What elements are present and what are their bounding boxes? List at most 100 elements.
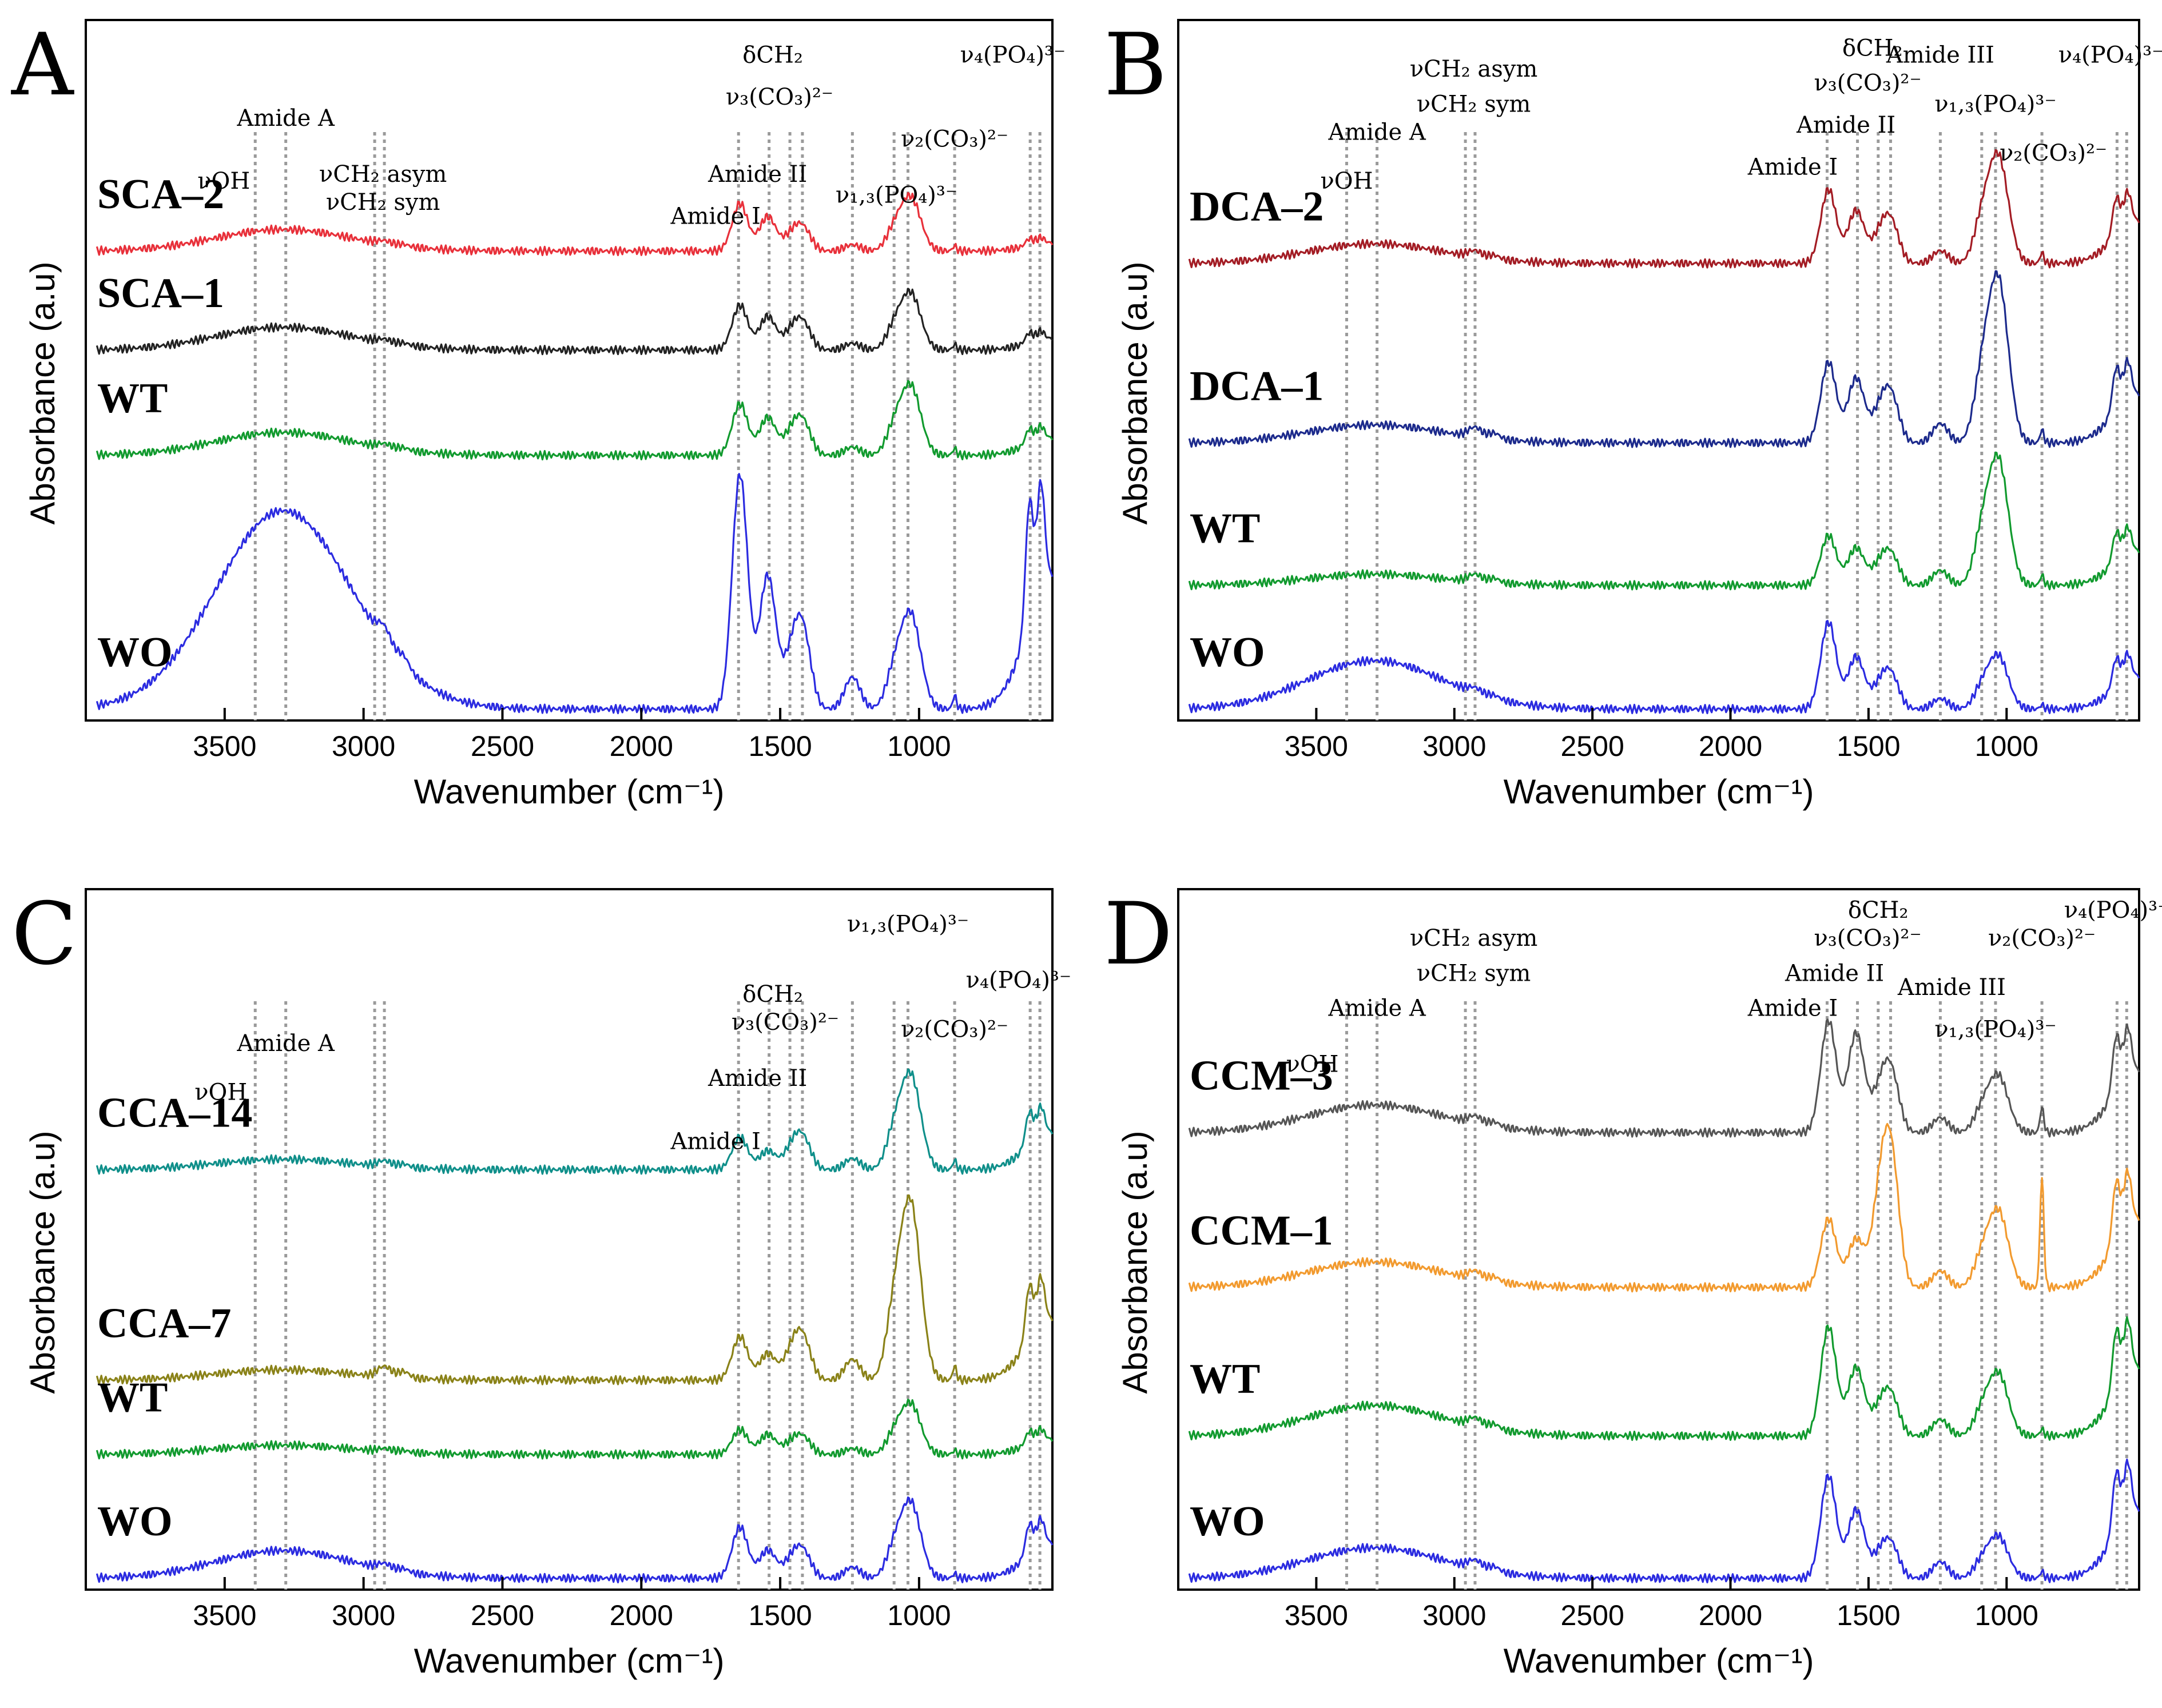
x-tick-label: 3500: [193, 730, 256, 762]
band-label-ch-asym: νCH₂ asym: [319, 161, 447, 188]
x-tick-label: 2500: [471, 1599, 534, 1631]
x-tick-label: 3500: [1285, 1599, 1348, 1631]
y-axis-title: Absorbance (a.u): [23, 261, 62, 524]
band-label-oh: νOH: [1286, 1052, 1338, 1078]
spectrum-dca-1: [1188, 270, 2140, 448]
panel-letter-d: D: [1104, 885, 1173, 984]
band-label-amide-a: Amide A: [1328, 996, 1426, 1022]
band-label-ch: δCH₂: [742, 981, 803, 1008]
band-label-amide-ii: Amide II: [1796, 112, 1895, 138]
band-label-amide-ii: Amide II: [1785, 960, 1884, 986]
band-label-ch: δCH₂: [1842, 35, 1903, 61]
spectrum-wo: [96, 473, 1054, 714]
band-label-po: ν₁,₃(PO₄)³⁻: [1934, 1016, 2056, 1042]
band-label-amide-i: Amide I: [670, 1128, 761, 1154]
band-label-ch-sym: νCH₂ sym: [326, 189, 440, 216]
x-tick-label: 1500: [748, 730, 812, 762]
x-tick-label: 3500: [193, 1599, 256, 1631]
x-axis-title: Wavenumber (cm⁻¹): [414, 1642, 725, 1680]
x-axis-title: Wavenumber (cm⁻¹): [1504, 1642, 1814, 1680]
spectrum-wo: [1188, 1458, 2140, 1583]
x-tick-label: 2500: [1561, 730, 1624, 762]
panel-letter-c: C: [11, 885, 77, 984]
x-tick-label: 2000: [610, 730, 673, 762]
band-label-oh: νOH: [1320, 168, 1373, 194]
band-label-po: ν₄(PO₄)³⁻: [966, 968, 1071, 994]
band-label-amide-a: Amide A: [236, 105, 335, 132]
x-tick-label: 3500: [1285, 730, 1348, 762]
x-tick-label: 2500: [471, 730, 534, 762]
band-label-amide-i: Amide I: [670, 203, 761, 229]
x-tick-label: 2500: [1561, 1599, 1624, 1631]
spectrum-cca-14: [96, 1068, 1054, 1175]
band-label-co: ν₂(CO₃)²⁻: [901, 1016, 1008, 1042]
band-label-ch-asym: νCH₂ asym: [1410, 56, 1537, 82]
spectrum-wt: [96, 1398, 1054, 1460]
x-axis-title: Wavenumber (cm⁻¹): [1504, 773, 1814, 811]
band-label-amide-iii: Amide III: [1897, 974, 2006, 1001]
band-label-co: ν₂(CO₃)²⁻: [901, 126, 1008, 153]
series-label-sca-1: SCA–1: [97, 270, 224, 317]
band-label-amide-a: Amide A: [1328, 119, 1426, 145]
band-label-ch-asym: νCH₂ asym: [1410, 925, 1537, 951]
series-label-cca-7: CCA–7: [97, 1300, 231, 1347]
band-label-amide-a: Amide A: [236, 1030, 335, 1057]
band-label-amide-i: Amide I: [1747, 154, 1838, 181]
spectrum-dca-2: [1188, 149, 2140, 269]
band-label-oh: νOH: [194, 1080, 247, 1106]
band-label-co: ν₂(CO₃)²⁻: [2000, 140, 2107, 166]
y-axis-title: Absorbance (a.u): [23, 1130, 62, 1394]
x-tick-label: 2000: [1699, 1599, 1762, 1631]
series-label-dca-2: DCA–2: [1190, 184, 1324, 230]
spectrum-cca-7: [96, 1194, 1054, 1385]
band-label-po: ν₁,₃(PO₄)³⁻: [836, 182, 957, 209]
series-label-wt: WT: [1190, 1356, 1260, 1403]
band-label-po: ν₄(PO₄)³⁻: [2058, 42, 2162, 69]
x-tick-label: 1500: [748, 1599, 812, 1631]
band-label-co: ν₃(CO₃)²⁻: [732, 1009, 839, 1036]
x-tick-label: 3000: [1422, 730, 1486, 762]
band-label-co: ν₃(CO₃)²⁻: [726, 84, 833, 110]
x-tick-label: 3000: [332, 730, 395, 762]
series-label-wo: WO: [1190, 629, 1265, 676]
series-label-wt: WT: [1190, 505, 1260, 552]
series-label-wt: WT: [97, 375, 168, 422]
series-label-wo: WO: [97, 629, 173, 676]
x-tick-label: 3000: [332, 1599, 395, 1631]
x-tick-label: 1000: [887, 1599, 951, 1631]
spectrum-sca-1: [96, 288, 1054, 356]
panel-letter-b: B: [1104, 15, 1167, 115]
band-label-amide-ii: Amide II: [708, 161, 807, 188]
y-axis-title: Absorbance (a.u): [1116, 1130, 1154, 1394]
band-label-po: ν₁,₃(PO₄)³⁻: [1934, 91, 2056, 117]
spectrum-wt: [1188, 451, 2140, 591]
band-label-po: ν₄(PO₄)³⁻: [2064, 897, 2162, 923]
x-tick-label: 1000: [1975, 730, 2038, 762]
spectrum-wo: [96, 1496, 1054, 1583]
band-label-ch: δCH₂: [742, 42, 803, 69]
series-label-cca-14: CCA–14: [97, 1090, 252, 1137]
panel-letter-a: A: [11, 15, 74, 115]
series-label-wo: WO: [1190, 1498, 1265, 1545]
x-tick-label: 1000: [1975, 1599, 2038, 1631]
y-axis-title: Absorbance (a.u): [1116, 261, 1154, 524]
plot-frame: [85, 19, 1054, 722]
plot-frame: [85, 888, 1054, 1591]
band-label-po: ν₄(PO₄)³⁻: [960, 42, 1066, 69]
band-label-po: ν₁,₃(PO₄)³⁻: [847, 911, 969, 938]
spectrum-wt: [96, 380, 1054, 461]
spectrum-wo: [1188, 620, 2140, 714]
band-label-amide-ii: Amide II: [708, 1065, 807, 1092]
x-axis-title: Wavenumber (cm⁻¹): [414, 773, 725, 811]
x-tick-label: 2000: [610, 1599, 673, 1631]
series-label-ccm-3: CCM–3: [1190, 1053, 1333, 1100]
band-label-co: ν₃(CO₃)²⁻: [1814, 70, 1921, 97]
band-label-co: ν₂(CO₃)²⁻: [1988, 925, 2096, 951]
plot-frame: [1177, 888, 2140, 1591]
band-label-amide-i: Amide I: [1747, 996, 1838, 1022]
series-label-wt: WT: [97, 1375, 168, 1422]
